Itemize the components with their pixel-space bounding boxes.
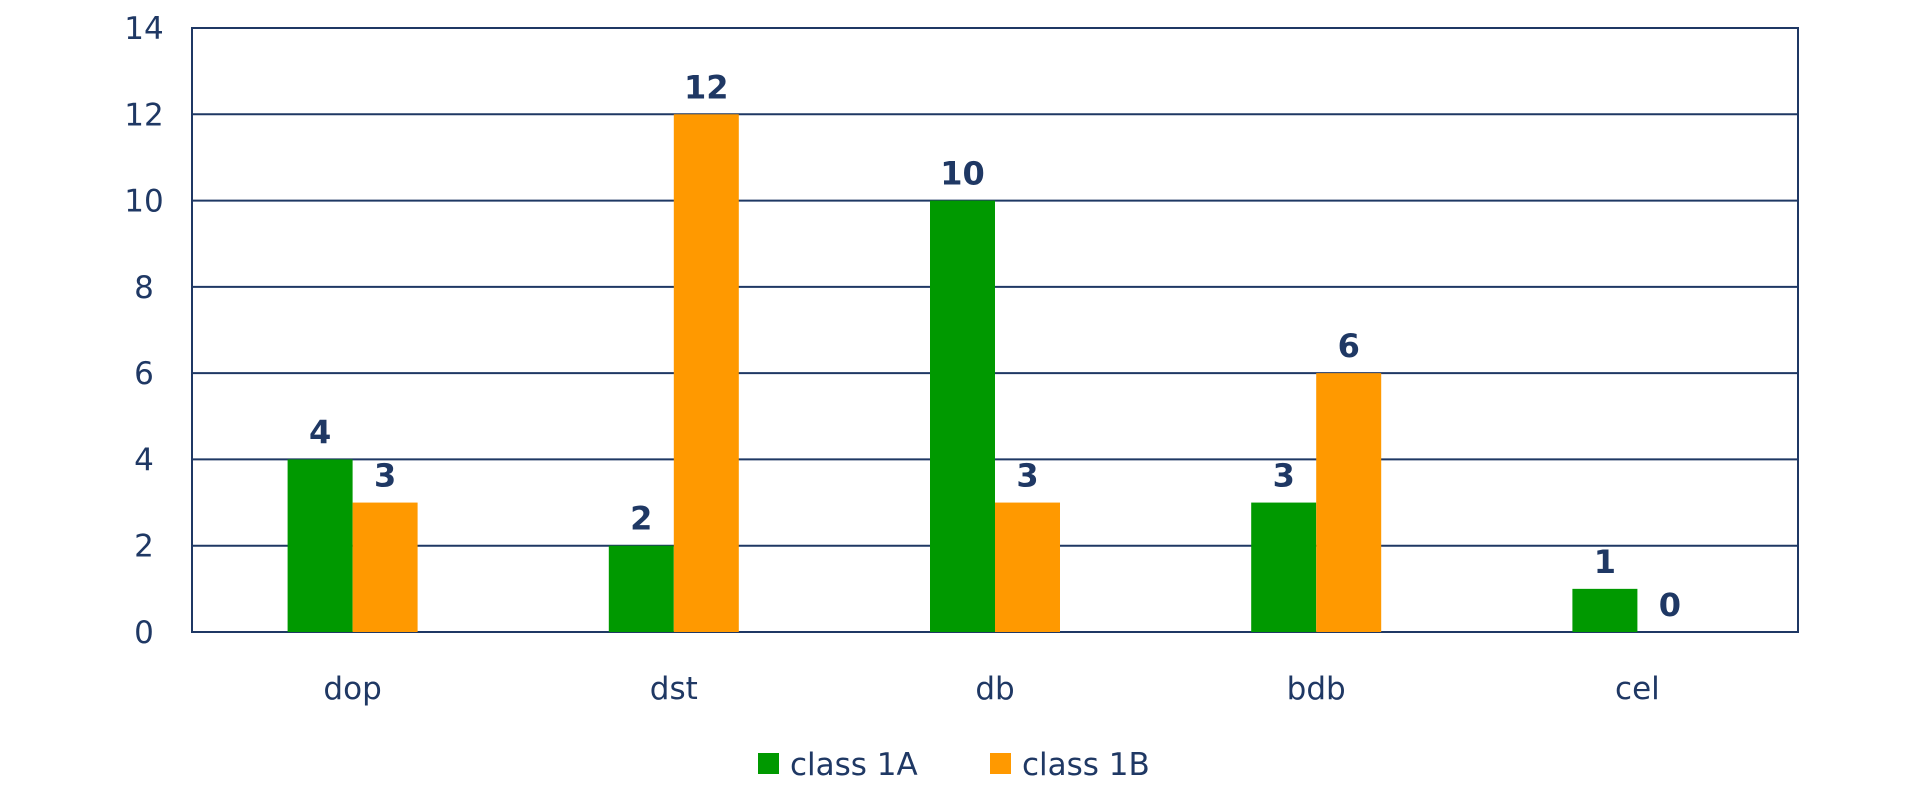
bar-class-1a xyxy=(1251,502,1317,632)
data-label: 4 xyxy=(309,413,331,451)
bar-class-1a xyxy=(287,459,353,632)
data-label: 10 xyxy=(940,155,985,193)
x-tick-label: cel xyxy=(1615,671,1660,707)
data-label: 1 xyxy=(1594,543,1616,581)
bar-class-1b xyxy=(673,114,739,633)
data-label: 3 xyxy=(374,457,396,495)
data-label: 2 xyxy=(630,500,652,538)
data-label: 0 xyxy=(1659,586,1681,624)
x-tick-label: dop xyxy=(323,671,381,707)
bar-class-1a xyxy=(930,200,995,633)
data-label: 3 xyxy=(1273,457,1295,495)
legend-swatch xyxy=(758,753,779,774)
y-tick-label: 6 xyxy=(134,356,154,392)
y-tick-label: 8 xyxy=(134,270,154,306)
legend-swatch xyxy=(990,753,1011,774)
x-tick-label: dst xyxy=(650,671,698,707)
legend-label: class 1A xyxy=(790,747,918,783)
bar-class-1b xyxy=(1316,373,1382,632)
y-tick-label: 2 xyxy=(134,529,154,565)
y-tick-label: 0 xyxy=(134,615,154,651)
legend-label: class 1B xyxy=(1022,747,1150,783)
bar-class-1b xyxy=(352,502,418,632)
y-tick-label: 10 xyxy=(124,184,163,220)
y-tick-label: 12 xyxy=(124,97,163,133)
data-label: 6 xyxy=(1338,327,1360,365)
x-tick-label: db xyxy=(975,671,1014,707)
data-label: 12 xyxy=(684,68,729,106)
bar-class-1a xyxy=(1572,588,1638,632)
bar-class-1b xyxy=(995,502,1060,632)
x-tick-label: bdb xyxy=(1287,671,1346,707)
bar-class-1a xyxy=(608,545,674,632)
y-tick-label: 14 xyxy=(124,11,163,47)
y-tick-label: 4 xyxy=(134,442,154,478)
data-label: 3 xyxy=(1016,457,1038,495)
